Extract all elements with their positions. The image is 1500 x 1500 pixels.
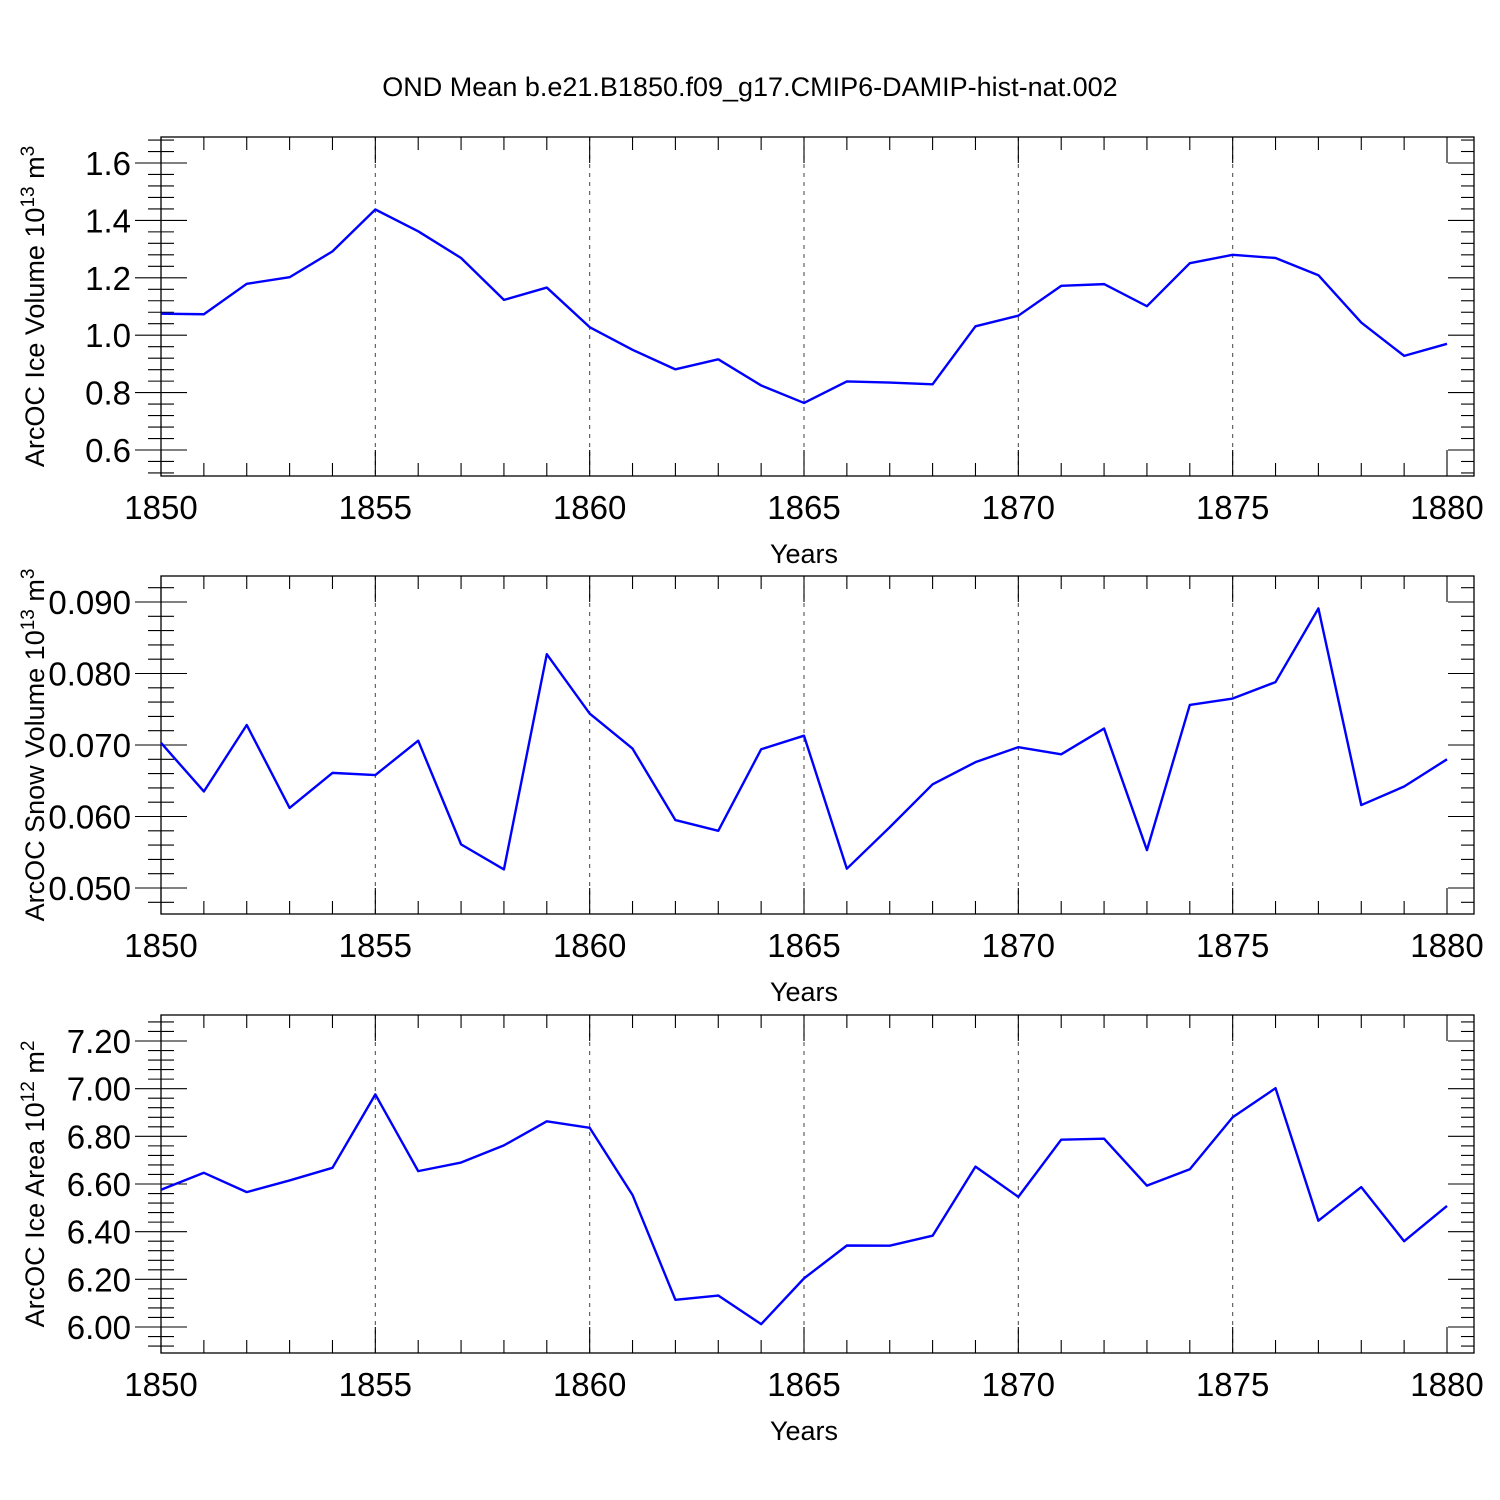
chart-title: OND Mean b.e21.B1850.f09_g17.CMIP6-DAMIP…	[382, 72, 1117, 102]
y-tick-label: 0.090	[48, 584, 131, 621]
y-tick-label: 7.20	[67, 1023, 131, 1060]
x-axis-label: Years	[770, 539, 838, 569]
x-axis-label: Years	[770, 977, 838, 1007]
x-tick-label: 1855	[339, 1366, 412, 1403]
x-tick-label: 1860	[553, 489, 626, 526]
x-tick-label: 1860	[553, 1366, 626, 1403]
y-tick-label: 1.4	[85, 202, 131, 239]
y-axis-label: ArcOC Snow Volume 1013 m3	[18, 569, 50, 922]
panel-snow-volume: 0.050 0.060 0.070 0.080 0.090 1850 1855 1860 186…	[18, 569, 1484, 1007]
x-tick-label: 1865	[767, 489, 840, 526]
series-line-snow-volume	[160, 607, 1448, 871]
y-axis-label: ArcOC Ice Area 1012 m2	[18, 1041, 50, 1328]
series-line-ice-area	[160, 1086, 1448, 1326]
y-tick-label: 0.6	[85, 432, 131, 469]
plot-frame	[160, 1014, 1475, 1354]
y-tick-label: 7.00	[67, 1071, 131, 1108]
y-tick-label: 1.6	[85, 145, 131, 182]
x-tick-label: 1865	[767, 927, 840, 964]
y-tick-label: 6.40	[67, 1214, 131, 1251]
x-tick-label: 1880	[1410, 927, 1483, 964]
x-tick-label: 1850	[124, 927, 197, 964]
panel-ice-volume: 0.6 0.8 1.0 1.2 1.4 1.6 1850 1855 1860 1865 1870 18…	[18, 136, 1484, 569]
y-tick-label: 6.00	[67, 1309, 131, 1346]
y-axis-label: ArcOC Ice Volume 1013 m3	[18, 146, 50, 467]
y-tick-label: 0.080	[48, 656, 131, 693]
x-tick-label: 1875	[1196, 927, 1269, 964]
x-tick-label: 1880	[1410, 1366, 1483, 1403]
y-tick-label: 1.2	[85, 260, 131, 297]
plot-frame	[160, 575, 1475, 915]
y-tick-label: 6.60	[67, 1166, 131, 1203]
x-tick-label: 1870	[982, 1366, 1055, 1403]
x-tick-label: 1870	[982, 489, 1055, 526]
y-tick-label: 6.20	[67, 1261, 131, 1298]
x-tick-label: 1870	[982, 927, 1055, 964]
x-tick-label: 1875	[1196, 1366, 1269, 1403]
y-tick-label: 0.060	[48, 799, 131, 836]
x-axis-label: Years	[770, 1416, 838, 1446]
y-tick-label: 0.8	[85, 375, 131, 412]
y-tick-label: 0.050	[48, 870, 131, 907]
x-tick-label: 1850	[124, 1366, 197, 1403]
x-tick-label: 1850	[124, 489, 197, 526]
x-tick-label: 1880	[1410, 489, 1483, 526]
y-tick-label: 0.070	[48, 727, 131, 764]
y-tick-label: 6.80	[67, 1118, 131, 1155]
x-tick-label: 1855	[339, 927, 412, 964]
x-tick-label: 1855	[339, 489, 412, 526]
plot-frame	[160, 136, 1475, 477]
x-tick-label: 1860	[553, 927, 626, 964]
y-tick-label: 1.0	[85, 317, 131, 354]
series-line-ice-volume	[160, 208, 1448, 405]
x-tick-label: 1865	[767, 1366, 840, 1403]
panel-ice-area: 6.00 6.20 6.40 6.60 6.80 7.00 7.20 1850 1855 1860…	[18, 1014, 1484, 1446]
x-tick-label: 1875	[1196, 489, 1269, 526]
